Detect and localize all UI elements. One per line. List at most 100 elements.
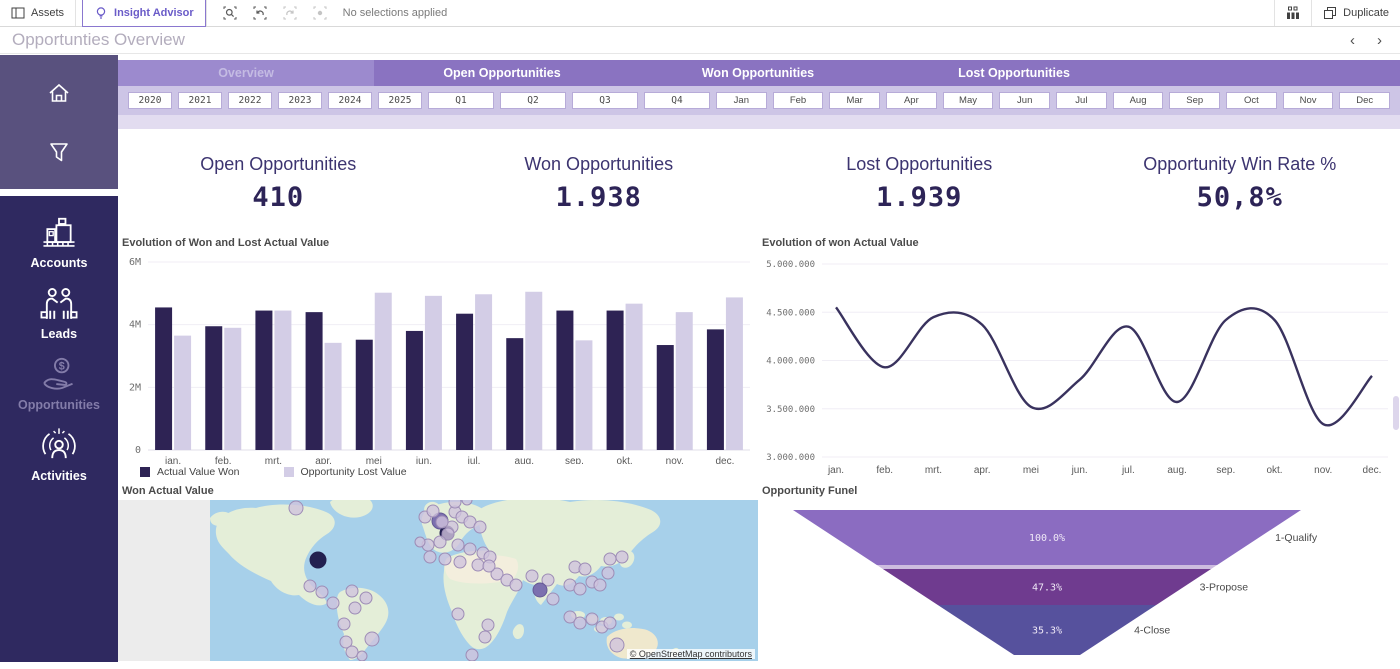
home-icon[interactable] (43, 78, 75, 108)
filter-month-aug[interactable]: Aug (1112, 92, 1164, 109)
tab-open-opportunities[interactable]: Open Opportunities (443, 66, 561, 80)
filter-month-jun[interactable]: Jun (999, 92, 1051, 109)
map-bubble[interactable] (601, 566, 615, 580)
funnel-stage-3-Propose[interactable] (882, 569, 1212, 605)
map-bubble[interactable] (303, 579, 317, 593)
map-bubble[interactable] (481, 618, 495, 632)
kpi-lost-opportunities[interactable]: Lost Opportunities 1.939 (759, 136, 1080, 230)
filter-month-oct[interactable]: Oct (1226, 92, 1277, 109)
funnel-chart[interactable]: 100.0% 1-Qualify 47.3% 3-Propose 35.3% 4-Clos… (758, 500, 1400, 664)
map-bubble[interactable] (509, 578, 523, 592)
bar-lost-sep.[interactable] (575, 340, 593, 450)
map-bubble[interactable] (337, 617, 351, 631)
map-bubble[interactable] (563, 610, 577, 624)
won-value-line[interactable] (835, 306, 1373, 427)
next-sheet-arrow[interactable]: › (1377, 31, 1382, 49)
sidebar-item-leads[interactable]: Leads (36, 283, 82, 341)
map-bubble[interactable] (356, 650, 368, 661)
bar-lost-nov.[interactable] (675, 312, 693, 450)
filter-month-jul[interactable]: Jul (1056, 92, 1107, 109)
bar-won-aug.[interactable] (506, 338, 524, 450)
bar-won-mrt.[interactable] (255, 310, 273, 450)
step-back-icon[interactable] (253, 6, 267, 20)
map-bubble[interactable] (471, 558, 485, 572)
filter-quarter-q2[interactable]: Q2 (500, 92, 566, 109)
bar-lost-feb.[interactable] (224, 327, 242, 450)
funnel-stage-4-Close[interactable] (937, 605, 1157, 655)
map-bubble[interactable] (585, 612, 599, 626)
line-chart[interactable]: 5.000.000 4.500.000 4.000.000 3.500.000 3.00… (758, 252, 1400, 482)
tab-won-opportunities[interactable]: Won Opportunities (701, 66, 815, 80)
map-bubble[interactable] (438, 552, 452, 566)
filter-year-2020[interactable]: 2020 (128, 92, 172, 109)
map-bubble[interactable] (609, 637, 625, 653)
kpi-open-opportunities[interactable]: Open Opportunities 410 (118, 136, 439, 230)
bar-won-apr.[interactable] (305, 312, 323, 450)
map-bubble[interactable] (541, 573, 555, 587)
map-bubble[interactable] (463, 542, 477, 556)
map-bubble[interactable] (426, 504, 440, 518)
filter-month-apr[interactable]: Apr (886, 92, 937, 109)
bar-won-nov.[interactable] (656, 345, 674, 450)
filter-year-2024[interactable]: 2024 (328, 92, 372, 109)
bar-won-jul.[interactable] (456, 313, 474, 450)
bar-lost-okt.[interactable] (625, 303, 643, 450)
map-bubble[interactable] (603, 616, 617, 630)
sidebar-item-opportunities[interactable]: $ Opportunities (18, 354, 100, 412)
filter-year-2023[interactable]: 2023 (278, 92, 322, 109)
bar-lost-aug.[interactable] (525, 291, 543, 450)
map-bubble[interactable] (435, 515, 449, 529)
map-bubble[interactable] (339, 635, 353, 649)
bar-lost-mei[interactable] (374, 292, 392, 450)
map-bubble[interactable] (359, 591, 373, 605)
sidebar-item-activities[interactable]: Activities (31, 425, 87, 483)
world-map[interactable] (118, 500, 758, 661)
map-bubble[interactable] (309, 551, 327, 569)
bar-won-jun.[interactable] (405, 330, 423, 450)
bar-lost-jan.[interactable] (174, 335, 192, 450)
map-bubble[interactable] (453, 555, 467, 569)
map-bubble[interactable] (414, 536, 426, 548)
sidebar-item-accounts[interactable]: Accounts (31, 212, 87, 270)
map-bubble[interactable] (451, 538, 465, 552)
map-bubble[interactable] (465, 648, 479, 661)
funnel-stage-1-Qualify[interactable] (793, 510, 1301, 565)
filter-month-sep[interactable]: Sep (1169, 92, 1221, 109)
bar-lost-dec.[interactable] (725, 297, 743, 450)
map-bubble[interactable] (345, 584, 359, 598)
kpi-win-rate[interactable]: Opportunity Win Rate % 50,8% (1080, 136, 1400, 230)
map-bubble[interactable] (473, 520, 487, 534)
map-bubble[interactable] (478, 630, 492, 644)
scrollbar-thumb[interactable] (1393, 396, 1399, 430)
bar-won-sep.[interactable] (556, 310, 574, 450)
bar-won-mei[interactable] (355, 339, 373, 450)
map-bubble[interactable] (578, 562, 592, 576)
bar-won-okt.[interactable] (606, 310, 624, 450)
map-bubble[interactable] (573, 616, 587, 630)
map-bubble[interactable] (348, 601, 362, 615)
bar-won-feb.[interactable] (205, 326, 223, 450)
filter-month-jan[interactable]: Jan (716, 92, 767, 109)
filter-month-nov[interactable]: Nov (1282, 92, 1334, 109)
bar-lost-apr.[interactable] (324, 342, 342, 450)
map-bubble[interactable] (461, 500, 473, 506)
filter-quarter-q1[interactable]: Q1 (428, 92, 494, 109)
bar-won-jan.[interactable] (155, 307, 173, 450)
legend-item-won[interactable]: Actual Value Won (140, 466, 240, 478)
filter-quarter-q4[interactable]: Q4 (644, 92, 710, 109)
bar-won-dec.[interactable] (706, 329, 724, 450)
tab-overview[interactable]: Overview (118, 60, 374, 86)
filter-month-mar[interactable]: Mar (829, 92, 881, 109)
filter-month-may[interactable]: May (942, 92, 994, 109)
filter-month-dec[interactable]: Dec (1339, 92, 1391, 109)
clear-selections-icon[interactable] (313, 6, 327, 20)
map-bubble[interactable] (482, 559, 496, 573)
map-bubble[interactable] (441, 527, 455, 541)
filter-year-2025[interactable]: 2025 (378, 92, 422, 109)
funnel-stage-thin[interactable] (876, 565, 1218, 569)
map-bubble[interactable] (593, 578, 607, 592)
bar-lost-jun.[interactable] (424, 295, 442, 450)
map-bubble[interactable] (546, 592, 560, 606)
sheets-button[interactable] (1274, 0, 1311, 26)
kpi-won-opportunities[interactable]: Won Opportunities 1.938 (439, 136, 760, 230)
